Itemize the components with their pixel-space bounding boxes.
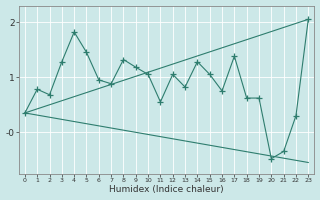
X-axis label: Humidex (Indice chaleur): Humidex (Indice chaleur) — [109, 185, 224, 194]
